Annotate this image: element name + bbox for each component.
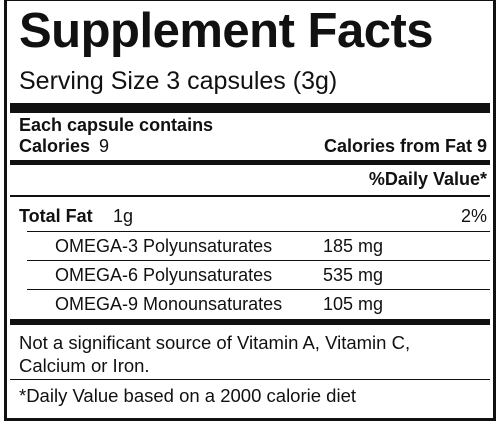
rule [10,379,490,380]
total-fat-daily-value: 2% [460,206,487,226]
calories-label: Calories [19,136,91,156]
thick-rule [10,319,490,325]
title: Supplement Facts [19,4,434,58]
rule [27,289,490,290]
calories-from-fat: Calories from Fat 9 [323,136,487,156]
total-fat-amount: 1g [113,206,134,226]
supplement-facts-panel: Supplement Facts Serving Size 3 capsules… [4,0,496,421]
note: Not a significant source of Vitamin A, V… [19,332,411,376]
calories-value: 9 [99,136,110,156]
nutrient-amount: 185 mg [323,236,384,256]
note: *Daily Value based on a 2000 calorie die… [19,385,356,406]
per-capsule: Each capsule contains [19,115,214,135]
nutrient-name: OMEGA-3 Polyunsaturates [55,236,273,256]
nutrient-name: OMEGA-6 Polyunsaturates [55,265,273,285]
total-fat-label: Total Fat [19,206,93,226]
nutrient-amount: 105 mg [323,294,384,314]
rule [10,195,490,197]
nutrient-name: OMEGA-9 Monounsaturates [55,294,283,314]
nutrient-amount: 535 mg [323,265,384,285]
medium-rule [10,160,490,165]
thick-rule [10,103,490,113]
serving-size: Serving Size 3 capsules (3g) [19,67,338,95]
daily-value-header: %Daily Value* [368,169,487,189]
rule [27,260,490,261]
rule [27,231,490,232]
